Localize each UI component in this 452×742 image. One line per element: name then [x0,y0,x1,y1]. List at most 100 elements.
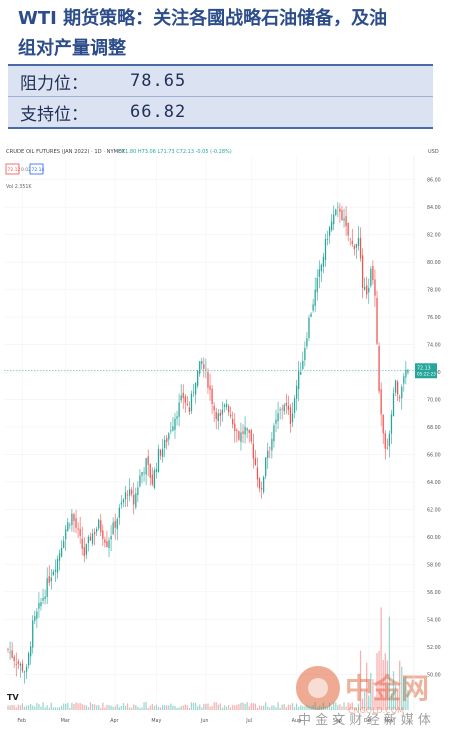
chart-canvas[interactable]: 中金网 CNGOLD.COM 中 金 文 财 经 新 媒 体 50.00 52.0… [0,138,452,738]
candle-body [21,663,24,672]
candle-body [85,544,87,555]
candle-body [357,238,360,246]
volume-bar [374,696,376,710]
volume-bar [192,702,195,710]
candle-body [252,444,254,459]
volume-bar [174,706,176,710]
volume-bar [50,702,52,710]
volume-bar [217,704,219,710]
volume-bar [118,707,120,710]
chart-grid [4,156,414,710]
price-box-buy[interactable]: 72.14 [29,163,45,175]
y-tick-label: 68.00 [427,425,441,431]
volume-bar [32,705,34,710]
candle-body [353,245,355,250]
candle-body [254,458,257,465]
volume-bar [176,707,178,710]
candle-body [131,490,133,494]
volume-bar [366,662,368,710]
volume-bar [407,689,409,710]
volume-bar [388,616,391,710]
volume-bar [124,705,127,710]
candle-body [44,596,46,599]
volume-bar [240,702,242,710]
candle-body [201,361,203,364]
candle-body [339,208,341,212]
volume-bar [71,702,73,710]
last-price-countdown: 05:22:23 [417,371,436,376]
candle-body [161,449,164,457]
volume-bar [21,703,24,710]
volume-bar [96,705,98,710]
volume-bar [81,704,83,710]
candle-body [60,547,63,557]
volume-bar [188,707,191,710]
volume-bar [232,704,234,710]
volume-bar [333,702,335,710]
volume-bar [17,704,19,710]
candle-body [73,514,75,521]
volume-bar [161,704,164,710]
candle-body [345,216,347,227]
volume-bar [260,705,263,710]
candle-body [236,429,238,432]
price-box-spread: 0.02 [21,167,31,173]
candle-body [209,385,211,390]
candle-body [176,416,178,419]
volume-bar [349,703,351,710]
candle-body [102,530,104,539]
volume-bar [256,707,259,710]
volume-bar [44,707,46,710]
candle-body [308,317,310,338]
volume-bar [405,676,407,710]
candle-body [271,438,273,451]
volume-bar [337,705,339,710]
candle-body [108,540,110,549]
volume-bar [254,703,257,710]
x-tick-label: Apr [110,718,118,724]
volume-bar [69,707,71,710]
candle-body [56,558,59,573]
volume-bar [166,705,168,710]
candle-body [98,519,100,529]
volume-bar [36,702,38,710]
candle-body [335,209,337,215]
volume-bar [295,703,298,710]
candle-body [403,376,405,384]
candle-body [54,569,57,572]
price-box-sell[interactable]: 72.12 [5,163,21,175]
price-chart[interactable]: 中金网 CNGOLD.COM 中 金 文 财 经 新 媒 体 50.00 52.0… [0,138,452,738]
volume-bar [199,704,201,710]
volume-bar [87,706,90,710]
volume-bar [83,705,85,710]
volume-bar [273,705,275,710]
y-tick-label: 58.00 [427,562,441,568]
candle-body [180,395,182,401]
volume-bar [271,705,273,710]
volume-bar [106,704,108,710]
candle-body [265,457,267,477]
candle-body [192,391,195,393]
candle-body [166,438,168,442]
volume-bar [120,705,123,710]
candle-body [141,472,143,476]
volume-bar [298,706,300,710]
volume-bar [326,706,329,710]
candle-body [215,411,217,419]
candle-body [27,653,30,666]
volume-bar [104,707,106,710]
candle-body [13,656,15,662]
header-bottom-divider [8,127,433,129]
volume-bar [223,705,226,710]
candle-body [380,389,382,415]
volume-bar [89,702,92,710]
volume-bar [19,705,22,710]
y-tick-label: 66.00 [427,452,441,458]
volume-bar [13,705,15,710]
volume-bar [25,705,28,710]
strategy-header: WTI 期货策略：关注各國战略石油储备，及油 组对产量调整 阻力位： 78.65… [8,0,433,129]
y-tick-label: 76.00 [427,315,441,321]
candle-body [182,392,184,399]
chart-symbol: CRUDE OIL FUTURES (JAN 2022) · 1D · NYME… [6,149,125,155]
volume-bar [250,703,252,710]
